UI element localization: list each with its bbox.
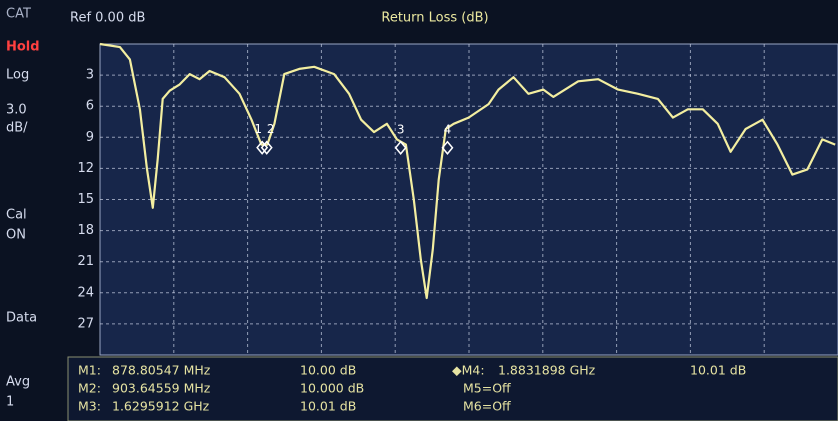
- marker-table-cell: 10.000 dB: [300, 381, 364, 396]
- marker-label: 1: [254, 122, 262, 136]
- marker-table-cell: 903.64559 MHz: [112, 381, 211, 396]
- y-tick-label: 18: [77, 223, 94, 238]
- reference-level: Ref 0.00 dB: [70, 11, 145, 26]
- marker-label: 2: [267, 122, 275, 136]
- sidebar-label: Avg: [6, 375, 30, 390]
- chart-title: Return Loss (dB): [381, 11, 488, 26]
- sidebar-label: 3.0: [6, 103, 27, 118]
- sidebar-label: Log: [6, 68, 29, 83]
- sidebar-label: 1: [6, 395, 14, 410]
- sidebar-label: dB/: [6, 121, 28, 136]
- marker-label: 3: [397, 122, 405, 136]
- marker-table-cell: 1.8831898 GHz: [498, 363, 596, 378]
- sidebar-label: Data: [6, 311, 37, 326]
- y-tick-label: 21: [77, 254, 94, 269]
- y-tick-label: 27: [77, 316, 94, 331]
- marker-table-cell: 10.01 dB: [300, 399, 356, 414]
- marker-table-cell: M1:: [78, 363, 101, 378]
- y-tick-label: 24: [77, 285, 94, 300]
- marker-table-cell: M6=Off: [463, 399, 511, 414]
- marker-table-cell: M2:: [78, 381, 101, 396]
- marker-table-cell: 10.00 dB: [300, 363, 356, 378]
- analyzer-screen: Ref 0.00 dB Return Loss (dB) 36912151821…: [0, 0, 838, 421]
- marker-table-cell: M3:: [78, 399, 101, 414]
- y-tick-label: 6: [86, 99, 94, 114]
- sidebar-label: Cal: [6, 208, 27, 223]
- marker-table-cell: ◆M4:: [452, 363, 485, 378]
- marker-label: 4: [444, 122, 452, 136]
- marker-table-cell: 878.80547 MHz: [112, 363, 211, 378]
- sidebar-label: CAT: [6, 7, 31, 22]
- marker-table-cell: 10.01 dB: [690, 363, 746, 378]
- y-tick-label: 15: [77, 192, 94, 207]
- sidebar-label: ON: [6, 228, 26, 243]
- marker-table-cell: M5=Off: [463, 381, 511, 396]
- sidebar-label: Hold: [6, 40, 40, 55]
- y-tick-label: 3: [86, 68, 94, 83]
- y-tick-label: 12: [77, 161, 94, 176]
- marker-table-cell: 1.6295912 GHz: [112, 399, 210, 414]
- y-tick-label: 9: [86, 130, 94, 145]
